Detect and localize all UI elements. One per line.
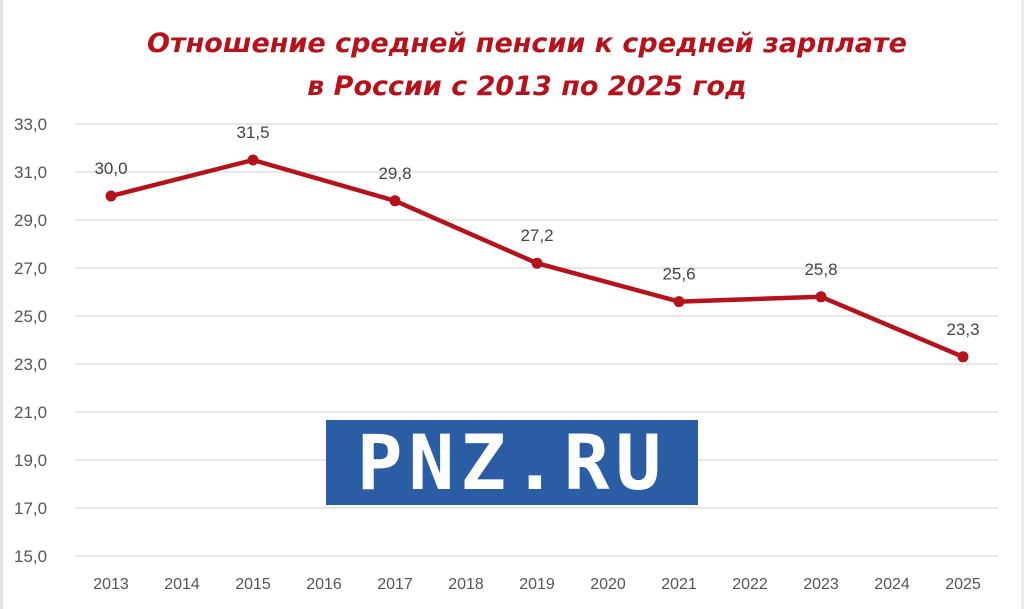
- data-point-marker: [815, 291, 827, 303]
- data-label: 30,0: [94, 159, 127, 178]
- y-tick-label: 17,0: [14, 499, 47, 518]
- data-label: 27,2: [520, 226, 553, 245]
- x-tick-label: 2018: [448, 576, 484, 593]
- x-tick-label: 2019: [519, 576, 555, 593]
- watermark-text: PNZ.RU: [356, 417, 668, 507]
- image-border-left: [0, 0, 3, 609]
- x-tick-label: 2024: [874, 576, 910, 593]
- image-border-right: [1021, 0, 1024, 609]
- x-tick-label: 2022: [732, 576, 768, 593]
- data-point-marker: [673, 296, 685, 308]
- y-tick-label: 25,0: [14, 307, 47, 326]
- y-axis-ticks: 15,0 17,0 19,0 21,0 23,0 25,0 27,0 29,0 31,0 33,0: [14, 115, 47, 566]
- data-label: 29,8: [378, 164, 411, 183]
- y-tick-label: 23,0: [14, 355, 47, 374]
- data-series: [105, 154, 969, 363]
- x-tick-label: 2021: [661, 576, 697, 593]
- data-point-marker: [389, 195, 401, 207]
- x-tick-label: 2025: [945, 576, 981, 593]
- y-tick-label: 31,0: [14, 163, 47, 182]
- chart-title-line-2: в России с 2013 по 2025 год: [307, 71, 747, 102]
- chart-title: Отношение средней пенсии к средней зарпл…: [0, 22, 1024, 108]
- pnz-ru-watermark-logo: PNZ.RU: [326, 420, 698, 505]
- y-tick-label: 33,0: [14, 115, 47, 134]
- data-label: 31,5: [236, 123, 269, 142]
- data-label: 23,3: [946, 320, 979, 339]
- x-tick-label: 2020: [590, 576, 626, 593]
- chart-title-line-1: Отношение средней пенсии к средней зарпл…: [147, 28, 907, 59]
- y-tick-label: 19,0: [14, 451, 47, 470]
- data-labels: 30,0 31,5 29,8 27,2 25,6 25,8 23,3: [94, 123, 979, 339]
- x-tick-label: 2016: [306, 576, 342, 593]
- y-tick-label: 27,0: [14, 259, 47, 278]
- data-point-marker: [531, 257, 543, 269]
- data-label: 25,8: [804, 260, 837, 279]
- data-point-marker: [247, 154, 259, 166]
- x-tick-label: 2023: [803, 576, 839, 593]
- y-tick-label: 21,0: [14, 403, 47, 422]
- data-point-marker: [105, 190, 117, 202]
- x-tick-label: 2017: [377, 576, 413, 593]
- x-axis-ticks: 2013 2014 2015 2016 2017 2018 2019 2020 2021 2022…: [93, 576, 981, 593]
- x-tick-label: 2013: [93, 576, 129, 593]
- y-tick-label: 29,0: [14, 211, 47, 230]
- data-label: 25,6: [662, 265, 695, 284]
- y-tick-label: 15,0: [14, 547, 47, 566]
- data-point-marker: [957, 351, 969, 363]
- x-tick-label: 2014: [164, 576, 200, 593]
- x-tick-label: 2015: [235, 576, 271, 593]
